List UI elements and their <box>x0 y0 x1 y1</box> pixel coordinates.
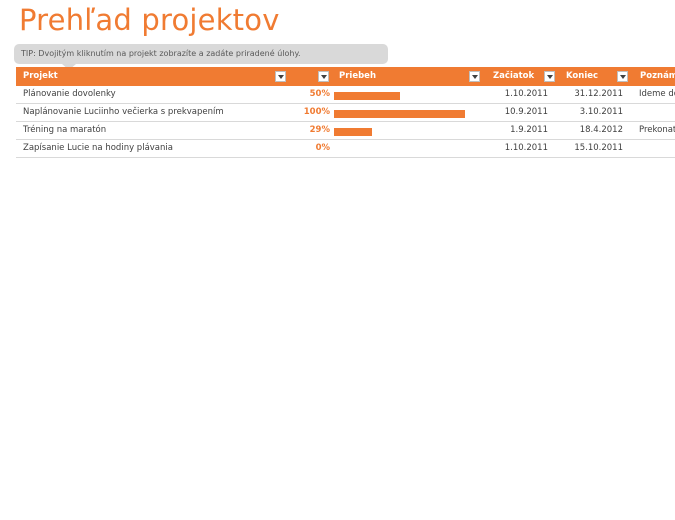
table-row[interactable]: Tréning na maratón 29% 1.9.2011 18.4.201… <box>16 122 675 140</box>
start-date[interactable]: 10.9.2011 <box>504 107 548 117</box>
column-header-end[interactable]: Koniec <box>566 71 599 81</box>
table-row[interactable]: Naplánovanie Luciinho večierka s prekvap… <box>16 104 675 122</box>
column-header-project[interactable]: Projekt <box>23 71 58 81</box>
progress-bar <box>334 92 400 100</box>
table-header: Projekt Priebeh Začiatok Koniec Poznámky <box>16 67 675 86</box>
table-row[interactable]: Zapísanie Lucie na hodiny plávania 0% 1.… <box>16 140 675 158</box>
progress-percent: 100% <box>303 107 330 117</box>
column-header-notes[interactable]: Poznámky <box>640 71 675 81</box>
filter-dropdown-progress-value[interactable] <box>318 71 329 82</box>
project-name[interactable]: Tréning na maratón <box>23 125 107 135</box>
filter-dropdown-end[interactable] <box>617 71 628 82</box>
column-header-start[interactable]: Začiatok <box>493 71 535 81</box>
notes[interactable]: Ideme do Talianska <box>639 89 675 99</box>
start-date[interactable]: 1.10.2011 <box>504 143 548 153</box>
notes[interactable]: Prekonať čas <box>639 125 675 135</box>
end-date[interactable]: 3.10.2011 <box>579 107 623 117</box>
column-header-progress[interactable]: Priebeh <box>339 71 377 81</box>
project-name[interactable]: Plánovanie dovolenky <box>23 89 116 99</box>
progress-percent: 50% <box>309 89 330 99</box>
end-date[interactable]: 15.10.2011 <box>574 143 623 153</box>
filter-dropdown-project[interactable] <box>275 71 286 82</box>
tip-callout: TIP: Dvojitým kliknutím na projekt zobra… <box>14 44 388 64</box>
start-date[interactable]: 1.9.2011 <box>510 125 548 135</box>
table-row[interactable]: Plánovanie dovolenky 50% 1.10.2011 31.12… <box>16 86 675 104</box>
end-date[interactable]: 31.12.2011 <box>574 89 623 99</box>
progress-bar <box>334 128 372 136</box>
progress-percent: 0% <box>315 143 330 153</box>
start-date[interactable]: 1.10.2011 <box>504 89 548 99</box>
end-date[interactable]: 18.4.2012 <box>579 125 623 135</box>
project-name[interactable]: Naplánovanie Luciinho večierka s prekvap… <box>23 107 224 117</box>
progress-bar <box>334 110 465 118</box>
progress-percent: 29% <box>309 125 330 135</box>
page-title: Prehľad projektov <box>19 3 280 37</box>
filter-dropdown-progress[interactable] <box>469 71 480 82</box>
filter-dropdown-start[interactable] <box>544 71 555 82</box>
project-name[interactable]: Zapísanie Lucie na hodiny plávania <box>23 143 173 153</box>
